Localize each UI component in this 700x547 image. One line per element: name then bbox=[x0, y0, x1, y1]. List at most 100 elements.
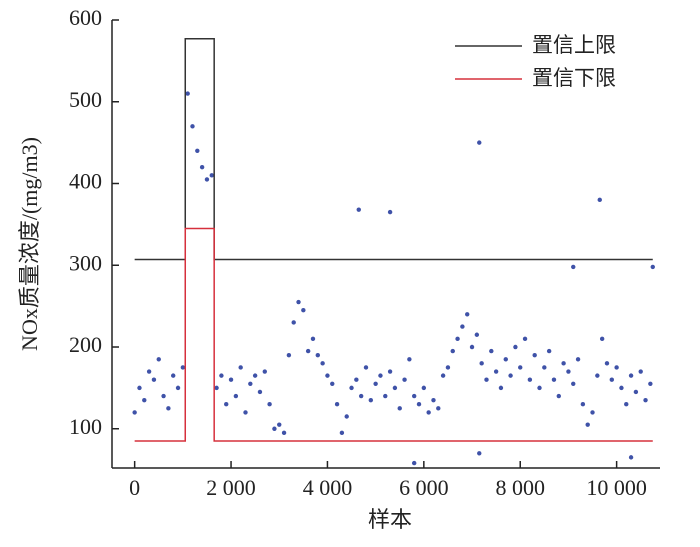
x-axis-label: 样本 bbox=[368, 507, 412, 532]
x-tick-label: 2 000 bbox=[206, 475, 256, 500]
data-point bbox=[185, 91, 190, 96]
data-point bbox=[450, 348, 455, 354]
data-point bbox=[633, 389, 639, 395]
data-point bbox=[358, 393, 364, 399]
y-axis-label: NOx质量浓度/(mg/m3) bbox=[17, 137, 42, 351]
data-point bbox=[590, 410, 595, 415]
data-point bbox=[132, 410, 137, 415]
y-tick-label: 100 bbox=[69, 414, 102, 439]
data-point bbox=[477, 451, 482, 456]
data-point bbox=[527, 377, 533, 382]
data-point bbox=[407, 357, 412, 362]
data-point bbox=[243, 410, 248, 415]
data-point bbox=[580, 402, 586, 407]
data-point bbox=[484, 377, 489, 382]
data-point bbox=[402, 377, 407, 382]
data-point bbox=[571, 381, 576, 386]
data-point bbox=[156, 357, 161, 362]
data-point bbox=[498, 385, 504, 391]
data-point bbox=[214, 385, 219, 391]
data-point bbox=[599, 336, 605, 342]
data-point bbox=[219, 373, 224, 378]
data-point bbox=[513, 344, 518, 350]
data-point bbox=[387, 209, 393, 215]
data-point bbox=[411, 460, 417, 466]
data-point bbox=[146, 369, 152, 374]
data-point bbox=[305, 348, 311, 354]
data-point bbox=[296, 299, 301, 305]
data-point bbox=[518, 365, 523, 370]
legend-label: 置信下限 bbox=[532, 66, 616, 90]
data-point bbox=[233, 393, 239, 399]
y-tick-label: 500 bbox=[69, 87, 102, 112]
data-point bbox=[301, 308, 306, 313]
data-point bbox=[354, 377, 359, 382]
data-point bbox=[320, 361, 325, 366]
data-point bbox=[291, 320, 296, 325]
data-point bbox=[334, 402, 340, 407]
data-point bbox=[356, 207, 361, 212]
data-point bbox=[551, 377, 557, 382]
data-point bbox=[248, 381, 253, 386]
data-point bbox=[272, 426, 277, 431]
data-point bbox=[638, 369, 643, 374]
limit-line bbox=[134, 227, 653, 442]
data-point bbox=[421, 385, 427, 391]
data-point bbox=[267, 402, 272, 407]
data-point bbox=[325, 373, 330, 378]
y-tick-label: 200 bbox=[69, 332, 102, 357]
data-point bbox=[339, 430, 345, 436]
data-point bbox=[609, 377, 615, 382]
x-tick-label: 0 bbox=[129, 475, 140, 500]
data-point bbox=[542, 365, 547, 370]
data-point bbox=[431, 397, 436, 403]
data-point bbox=[575, 357, 581, 362]
data-point bbox=[522, 336, 528, 342]
y-tick-label: 600 bbox=[69, 5, 102, 30]
data-point bbox=[585, 422, 590, 427]
data-point bbox=[556, 393, 561, 399]
data-point bbox=[614, 365, 619, 370]
data-point bbox=[411, 393, 417, 399]
data-point bbox=[460, 324, 465, 329]
data-point bbox=[455, 336, 460, 342]
data-point bbox=[209, 173, 214, 178]
data-point bbox=[195, 148, 200, 154]
data-point bbox=[344, 414, 349, 419]
data-point bbox=[257, 389, 263, 395]
data-point bbox=[383, 393, 388, 399]
data-point bbox=[281, 430, 287, 436]
data-point bbox=[190, 124, 195, 129]
data-point bbox=[363, 365, 369, 370]
data-point bbox=[238, 365, 243, 370]
data-point bbox=[416, 402, 422, 407]
data-point bbox=[479, 361, 484, 366]
y-tick-label: 300 bbox=[69, 250, 102, 275]
data-point bbox=[469, 344, 475, 350]
data-point bbox=[286, 352, 292, 358]
y-tick-label: 400 bbox=[69, 169, 102, 194]
data-point bbox=[171, 373, 176, 378]
data-point bbox=[537, 385, 542, 391]
data-point bbox=[619, 385, 624, 391]
data-point bbox=[180, 365, 186, 370]
data-point bbox=[315, 352, 321, 358]
data-point bbox=[648, 381, 653, 386]
data-point bbox=[440, 373, 446, 378]
data-point bbox=[175, 385, 181, 391]
data-point bbox=[643, 397, 648, 403]
data-point bbox=[465, 312, 470, 317]
x-tick-label: 4 000 bbox=[303, 475, 353, 500]
data-point bbox=[445, 365, 451, 370]
data-point bbox=[474, 332, 480, 337]
data-point bbox=[142, 397, 147, 403]
data-point bbox=[597, 197, 602, 203]
data-point bbox=[571, 264, 576, 270]
data-point bbox=[532, 352, 537, 358]
x-tick-label: 8 000 bbox=[495, 475, 545, 500]
data-point bbox=[378, 373, 383, 378]
data-point bbox=[624, 402, 629, 407]
data-point bbox=[503, 357, 508, 362]
